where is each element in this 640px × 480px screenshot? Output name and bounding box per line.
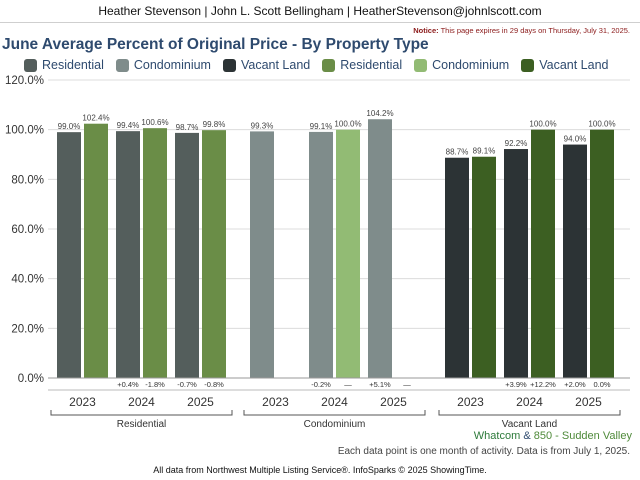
bar bbox=[504, 149, 528, 378]
change-label: — bbox=[403, 380, 411, 389]
change-label: +12.2% bbox=[530, 380, 556, 389]
legend-item[interactable]: Condominium bbox=[115, 58, 211, 72]
y-tick-label: 80.0% bbox=[11, 174, 44, 186]
bar-value-label: 99.0% bbox=[58, 122, 81, 131]
legend-label: Condominium bbox=[133, 58, 211, 72]
legend-swatch bbox=[24, 58, 37, 72]
bar bbox=[116, 131, 140, 378]
bar-chart: 0.0% 20.0% 40.0% 60.0% 80.0% 100.0% 120.0% 99.0… bbox=[5, 75, 630, 428]
legend-label: Residential bbox=[42, 58, 104, 72]
group-bracket bbox=[243, 410, 426, 416]
notice-label: Notice: bbox=[413, 26, 439, 35]
y-tick-label: 40.0% bbox=[11, 274, 44, 286]
chart-legend: Residential Condominium Vacant Land Resi… bbox=[24, 57, 621, 73]
bar-value-label: 94.0% bbox=[564, 135, 587, 144]
year-tick-label: 2024 bbox=[321, 395, 348, 409]
bar-value-label: 99.4% bbox=[117, 121, 140, 130]
data-note: Each data point is one month of activity… bbox=[337, 446, 630, 457]
change-label: +3.9% bbox=[505, 380, 527, 389]
bar bbox=[336, 129, 360, 378]
group-bracket bbox=[50, 410, 233, 416]
y-tick-label: 0.0% bbox=[18, 373, 44, 385]
region-secondary: 850 - Sudden Valley bbox=[533, 430, 632, 442]
region-label: Whatcom & 850 - Sudden Valley bbox=[474, 430, 632, 442]
region-primary: Whatcom bbox=[473, 430, 521, 442]
bar-value-label: 92.2% bbox=[505, 139, 528, 148]
year-tick-label: 2024 bbox=[516, 395, 543, 409]
bar bbox=[368, 119, 392, 378]
legend-item[interactable]: Condominium bbox=[414, 58, 509, 72]
bar bbox=[531, 129, 555, 378]
legend-item[interactable]: Residential bbox=[322, 58, 402, 72]
bar-value-label: 102.4% bbox=[82, 114, 109, 123]
bar-value-label: 99.1% bbox=[310, 122, 333, 131]
bar-value-label: 99.3% bbox=[251, 121, 274, 130]
year-tick-label: 2024 bbox=[128, 395, 155, 409]
change-label: +5.1% bbox=[369, 380, 391, 389]
agent-header: Heather Stevenson | John L. Scott Bellin… bbox=[0, 0, 640, 23]
y-tick-label: 60.0% bbox=[11, 224, 44, 236]
year-tick-label: 2023 bbox=[262, 395, 289, 409]
bar-value-label: 98.7% bbox=[176, 123, 199, 132]
agent-line: Heather Stevenson | John L. Scott Bellin… bbox=[98, 4, 542, 18]
bar bbox=[250, 131, 274, 378]
change-label: +2.0% bbox=[564, 380, 586, 389]
data-credit: All data from Northwest Multiple Listing… bbox=[153, 465, 487, 475]
bar bbox=[57, 132, 81, 378]
bar-value-label: 89.1% bbox=[473, 147, 496, 156]
bar-value-label: 100.0% bbox=[588, 120, 615, 129]
bar-value-label: 104.2% bbox=[366, 109, 393, 118]
legend-item[interactable]: Residential bbox=[24, 58, 104, 72]
bar-value-label: 99.8% bbox=[203, 120, 226, 129]
legend-label: Vacant Land bbox=[240, 58, 311, 72]
group-label: Residential bbox=[117, 419, 166, 428]
y-tick-label: 20.0% bbox=[11, 323, 44, 335]
year-tick-label: 2025 bbox=[380, 395, 407, 409]
group-label: Vacant Land bbox=[502, 419, 557, 428]
bar bbox=[175, 132, 199, 378]
change-label: -0.2% bbox=[311, 380, 331, 389]
bar-value-label: 100.0% bbox=[334, 120, 361, 129]
y-tick-label: 120.0% bbox=[5, 75, 44, 87]
change-label: -1.8% bbox=[145, 380, 165, 389]
legend-item[interactable]: Vacant Land bbox=[521, 58, 609, 72]
legend-swatch bbox=[115, 58, 129, 72]
bar bbox=[590, 129, 614, 378]
legend-label: Vacant Land bbox=[539, 58, 609, 72]
bar-value-label: 100.0% bbox=[529, 120, 556, 129]
year-tick-label: 2025 bbox=[575, 395, 602, 409]
group-bracket bbox=[438, 410, 621, 416]
bar-value-label: 88.7% bbox=[446, 148, 469, 157]
legend-swatch bbox=[322, 58, 336, 72]
notice-text: This page expires in 29 days on Thursday… bbox=[440, 26, 630, 35]
change-label: -0.8% bbox=[204, 380, 224, 389]
change-label: -0.7% bbox=[177, 380, 197, 389]
bar bbox=[143, 128, 167, 378]
bar bbox=[445, 157, 469, 378]
chart-title: June Average Percent of Original Price -… bbox=[2, 36, 429, 53]
legend-swatch bbox=[222, 58, 236, 72]
bar bbox=[472, 156, 496, 378]
legend-swatch bbox=[521, 58, 535, 72]
bar bbox=[563, 144, 587, 378]
change-label: — bbox=[344, 380, 352, 389]
expiry-notice: Notice: This page expires in 29 days on … bbox=[413, 26, 630, 35]
legend-label: Residential bbox=[340, 58, 403, 72]
legend-swatch bbox=[414, 58, 428, 72]
group-label: Condominium bbox=[304, 419, 366, 428]
change-label: 0.0% bbox=[593, 380, 610, 389]
region-amp: & bbox=[523, 430, 531, 442]
legend-item[interactable]: Vacant Land bbox=[222, 58, 311, 72]
change-label: +0.4% bbox=[117, 380, 139, 389]
year-tick-label: 2023 bbox=[457, 395, 484, 409]
bar bbox=[309, 131, 333, 378]
year-tick-label: 2023 bbox=[69, 395, 96, 409]
bar bbox=[84, 123, 108, 378]
y-tick-label: 100.0% bbox=[5, 125, 44, 137]
legend-label: Condominium bbox=[432, 58, 510, 72]
bar bbox=[202, 130, 226, 378]
year-tick-label: 2025 bbox=[187, 395, 214, 409]
bar-value-label: 100.6% bbox=[141, 118, 168, 127]
